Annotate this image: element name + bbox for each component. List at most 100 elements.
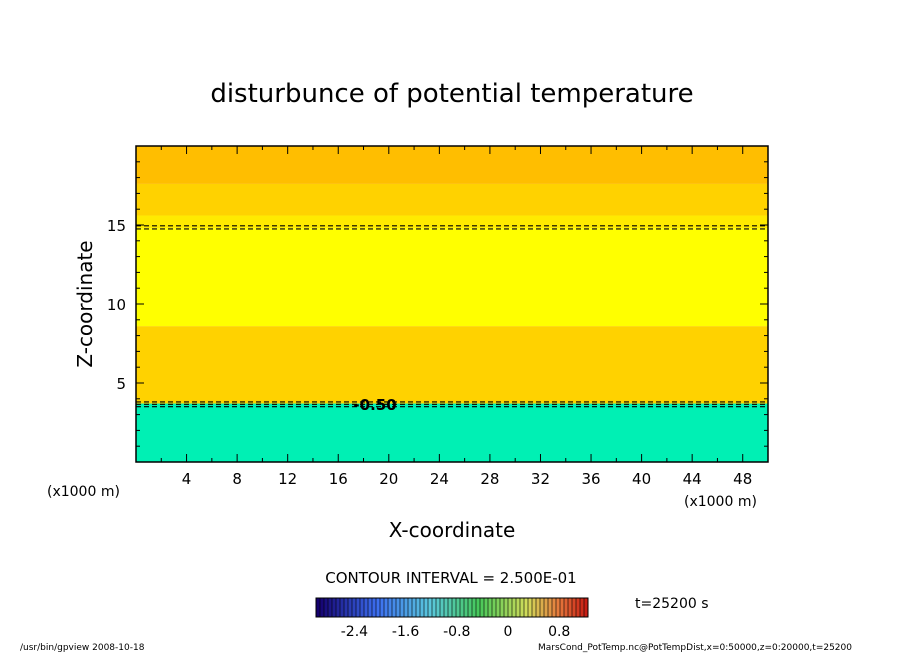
colorbar-cell: [356, 598, 361, 617]
contour-band-4: [136, 215, 768, 229]
chart-title: disturbunce of potential temperature: [210, 79, 693, 109]
colorbar-cell: [472, 598, 477, 617]
colorbar-cell: [316, 598, 321, 617]
colorbar-cell: [480, 598, 485, 617]
colorbar-cell: [428, 598, 433, 617]
colorbar-cell: [416, 598, 421, 617]
colorbar-cell: [452, 598, 457, 617]
x-tick-label: 48: [733, 470, 752, 488]
colorbar-cell: [420, 598, 425, 617]
colorbar-tick-labels: -2.4 -1.6 -0.8 0 0.8: [341, 624, 571, 640]
colorbar-cell: [412, 598, 417, 617]
colorbar-cell: [456, 598, 461, 617]
y-tick-label: 5: [116, 375, 126, 393]
colorbar-cell: [448, 598, 453, 617]
footer-right: MarsCond_PotTemp.nc@PotTempDist,x=0:5000…: [538, 643, 852, 653]
contour-band-6: [136, 146, 768, 184]
colorbar-cell: [360, 598, 365, 617]
colorbar-tick-label: 0.8: [548, 624, 570, 640]
colorbar-tick-label: 0: [504, 624, 513, 640]
colorbar-cell: [384, 598, 389, 617]
colorbar-cell: [576, 598, 581, 617]
contour-lines: [136, 225, 768, 408]
colorbar-cell: [504, 598, 509, 617]
colorbar-cell: [516, 598, 521, 617]
y-tick-label: 10: [107, 296, 126, 314]
x-tick-label: 16: [329, 470, 348, 488]
colorbar-cell: [376, 598, 381, 617]
colorbar-cell: [500, 598, 505, 617]
colorbar-cell: [432, 598, 437, 617]
colorbar-cell: [476, 598, 481, 617]
colorbar-frame: [315, 597, 589, 618]
colorbar-cell: [388, 598, 393, 617]
colorbar-cell: [408, 598, 413, 617]
colorbar-cell: [548, 598, 553, 617]
colorbar-cell: [532, 598, 537, 617]
contour-band-3: [136, 228, 768, 327]
x-tick-label: 4: [182, 470, 192, 488]
x-tick-label: 8: [232, 470, 242, 488]
colorbar-cell: [564, 598, 569, 617]
colorbar-cell: [436, 598, 441, 617]
colorbar-cell: [484, 598, 489, 617]
colorbar-cell: [544, 598, 549, 617]
colorbar-cell: [320, 598, 325, 617]
colorbar-tick-label: -2.4: [341, 624, 368, 640]
time-label: t=25200 s: [635, 596, 709, 612]
colorbar-tick-label: -1.6: [392, 624, 419, 640]
colorbar-cell: [520, 598, 525, 617]
contour-interval: CONTOUR INTERVAL = 2.500E-01: [325, 569, 576, 587]
y-tick-label: 15: [107, 217, 126, 235]
colorbar-cell: [400, 598, 405, 617]
contour-band-5: [136, 183, 768, 216]
colorbar-cell: [496, 598, 501, 617]
colorbar-cell: [340, 598, 345, 617]
colorbar-cell: [524, 598, 529, 617]
x-tick-label: 28: [480, 470, 499, 488]
colorbar-cell: [488, 598, 493, 617]
colorbar-cell: [580, 598, 585, 617]
colorbar-cell: [512, 598, 517, 617]
colorbar-cell: [508, 598, 513, 617]
y-axis-label: Z-coordinate: [73, 240, 97, 367]
colorbar-cell: [352, 598, 357, 617]
x-tick-label: 32: [531, 470, 550, 488]
colorbar-cell: [552, 598, 557, 617]
colorbar-tick-label: -0.8: [443, 624, 470, 640]
colorbar-cell: [572, 598, 577, 617]
x-tick-label: 24: [430, 470, 449, 488]
contour-band-2: [136, 326, 768, 404]
colorbar: [315, 597, 589, 618]
contour-band-1: [136, 403, 768, 462]
colorbar-cell: [460, 598, 465, 617]
colorbar-cell: [396, 598, 401, 617]
contour-label: -0.50: [353, 396, 396, 414]
colorbar-cell: [324, 598, 329, 617]
colorbar-cell: [364, 598, 369, 617]
colorbar-cell: [336, 598, 341, 617]
footer-left: /usr/bin/gpview 2008-10-18: [20, 643, 145, 653]
colorbar-cell: [560, 598, 565, 617]
x-tick-label: 44: [683, 470, 702, 488]
colorbar-cell: [328, 598, 333, 617]
colorbar-cell: [348, 598, 353, 617]
colorbar-cell: [540, 598, 545, 617]
colorbar-cell: [344, 598, 349, 617]
x-unit-right: (x1000 m): [684, 494, 757, 510]
colorbar-cell: [528, 598, 533, 617]
colorbar-cell: [468, 598, 473, 617]
colorbar-cell: [464, 598, 469, 617]
x-tick-label: 36: [581, 470, 600, 488]
x-tick-label: 12: [278, 470, 297, 488]
colorbar-cell: [368, 598, 373, 617]
colorbar-cell: [492, 598, 497, 617]
colorbar-cell: [332, 598, 337, 617]
colorbar-cell: [404, 598, 409, 617]
colorbar-cell: [424, 598, 429, 617]
contour-fill-bands: [136, 146, 768, 462]
colorbar-cell: [444, 598, 449, 617]
